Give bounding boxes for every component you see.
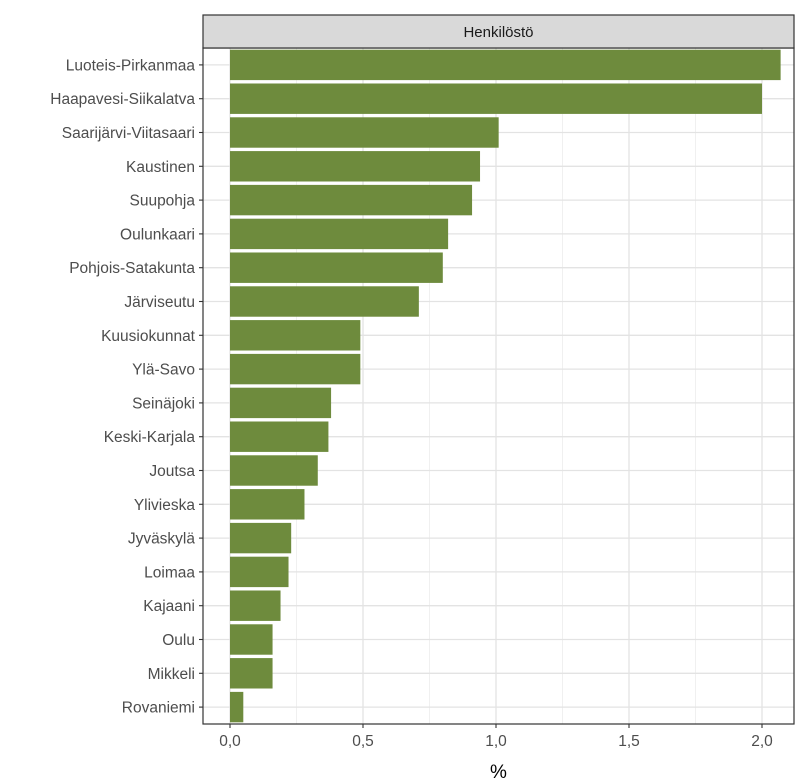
bar bbox=[230, 117, 499, 148]
bar bbox=[230, 353, 361, 385]
y-tick-label: Suupohja bbox=[129, 193, 195, 210]
bar bbox=[230, 455, 318, 486]
bar bbox=[230, 184, 473, 216]
y-tick-label: Keski-Karjala bbox=[104, 429, 196, 446]
bar bbox=[230, 320, 361, 351]
y-tick-label: Kajaani bbox=[143, 598, 195, 615]
y-tick-label: Kaustinen bbox=[126, 159, 195, 176]
bars bbox=[230, 49, 781, 723]
bar bbox=[230, 658, 273, 689]
x-tick-label: 2,0 bbox=[751, 733, 773, 750]
y-tick-label: Ylä-Savo bbox=[132, 362, 195, 379]
facet-strip-label: Henkilöstö bbox=[463, 24, 533, 41]
bar bbox=[230, 286, 419, 317]
y-tick-label: Loimaa bbox=[144, 564, 195, 581]
bar bbox=[230, 624, 273, 655]
bar bbox=[230, 252, 443, 283]
bar bbox=[230, 522, 292, 554]
facet-strip: Henkilöstö bbox=[202, 14, 795, 49]
x-axis: 0,0 0,5 1,0 1,5 2,0 bbox=[219, 724, 773, 750]
y-tick-label: Luoteis-Pirkanmaa bbox=[66, 57, 196, 74]
bar bbox=[230, 49, 781, 81]
y-tick-label: Haapavesi-Siikalatva bbox=[50, 91, 195, 108]
y-tick-label: Jyväskylä bbox=[128, 531, 196, 548]
facet-strip-background bbox=[202, 14, 795, 49]
bar bbox=[230, 218, 449, 250]
bar bbox=[230, 151, 481, 182]
y-tick-label: Pohjois-Satakunta bbox=[69, 260, 195, 277]
y-tick-label: Ylivieska bbox=[134, 497, 196, 514]
y-tick-label: Joutsa bbox=[149, 463, 195, 480]
x-tick-label: 1,5 bbox=[618, 733, 640, 750]
y-tick-label: Saarijärvi-Viitasaari bbox=[62, 125, 195, 142]
x-tick-label: 1,0 bbox=[485, 733, 507, 750]
bar bbox=[230, 691, 244, 723]
y-tick-label: Järviseutu bbox=[124, 294, 195, 311]
x-axis-title: % bbox=[490, 762, 507, 783]
bar bbox=[230, 421, 329, 452]
bar bbox=[230, 556, 289, 588]
bar bbox=[230, 83, 762, 114]
y-tick-label: Oulunkaari bbox=[120, 226, 195, 243]
y-tick-label: Mikkeli bbox=[148, 666, 195, 683]
x-tick-label: 0,0 bbox=[219, 733, 241, 750]
y-tick-label: Seinäjoki bbox=[132, 395, 195, 412]
bar bbox=[230, 387, 332, 419]
y-tick-label: Kuusiokunnat bbox=[101, 328, 196, 345]
y-tick-label: Rovaniemi bbox=[122, 700, 195, 717]
y-axis: Luoteis-Pirkanmaa Haapavesi-Siikalatva Saa… bbox=[50, 57, 203, 717]
bar bbox=[230, 489, 305, 520]
y-tick-label: Oulu bbox=[162, 632, 195, 649]
x-tick-label: 0,5 bbox=[352, 733, 374, 750]
plot-panel-background bbox=[202, 47, 795, 725]
bar bbox=[230, 590, 281, 621]
